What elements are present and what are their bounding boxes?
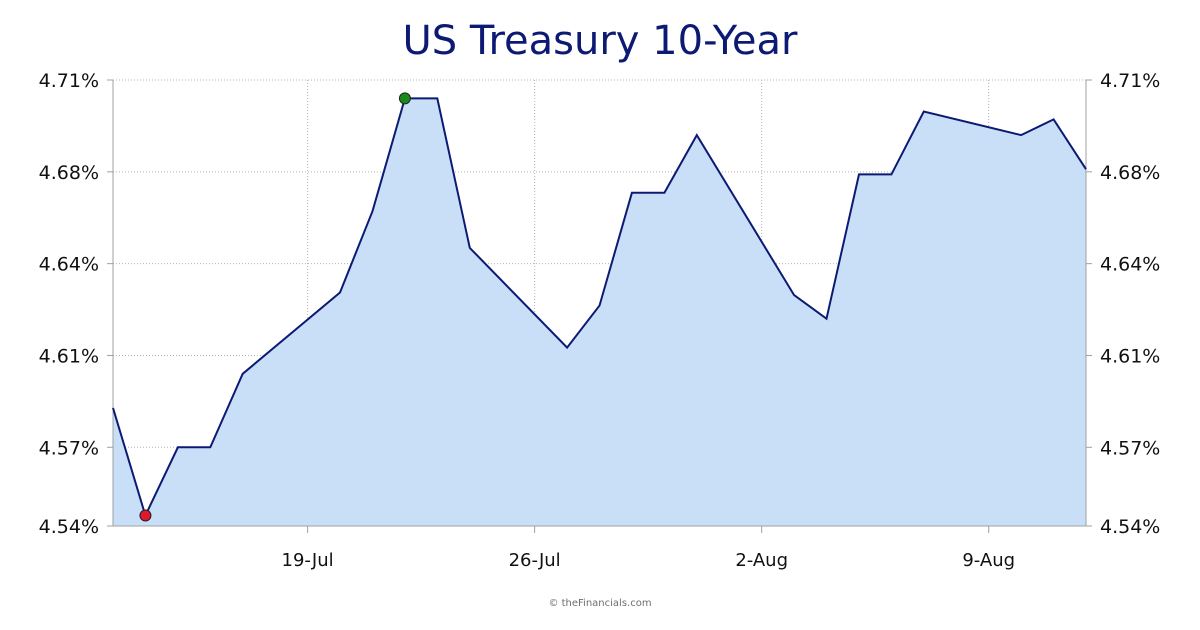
high-point-marker [398, 92, 411, 105]
y-tick-label-left: 4.54% [39, 516, 99, 538]
y-tick-label-right: 4.64% [1100, 254, 1160, 276]
y-tick-label-right: 4.57% [1100, 437, 1160, 459]
series-line [112, 97, 1087, 519]
markers [139, 92, 411, 522]
y-tick-label-left: 4.68% [39, 162, 99, 184]
axes [107, 79, 1092, 533]
low-point-marker [139, 509, 152, 522]
x-tick-label: 2-Aug [735, 550, 788, 571]
y-tick-label-right: 4.61% [1100, 345, 1160, 367]
y-tick-label-left: 4.57% [39, 437, 99, 459]
x-tick-label: 19-Jul [282, 550, 334, 571]
y-tick-label-left: 4.64% [39, 254, 99, 276]
x-tick-label: 26-Jul [509, 550, 561, 571]
x-tick-label: 9-Aug [962, 550, 1015, 571]
y-tick-label-right: 4.71% [1100, 70, 1160, 92]
chart-title: US Treasury 10-Year [402, 18, 798, 64]
credit-text: © theFinancials.com [548, 598, 652, 609]
y-tick-label-right: 4.54% [1100, 516, 1160, 538]
y-tick-label-left: 4.71% [39, 70, 99, 92]
y-tick-label-left: 4.61% [39, 345, 99, 367]
tick-labels: 4.71% 4.71% 4.68% 4.68% 4.64% 4.64% 4.61% 4.61%… [39, 70, 1161, 571]
area-fill [113, 98, 1086, 527]
y-tick-label-right: 4.68% [1100, 162, 1160, 184]
